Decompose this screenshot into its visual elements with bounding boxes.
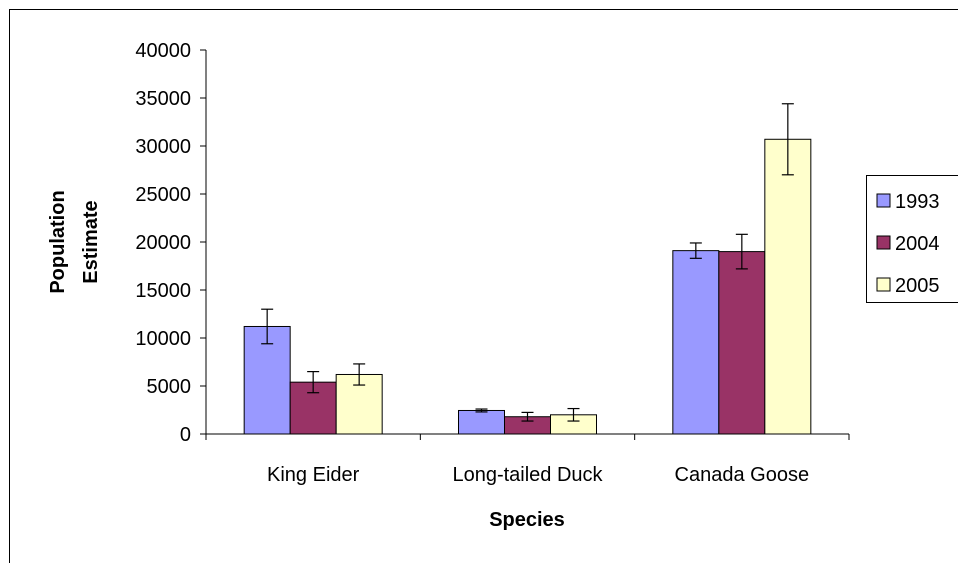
legend-label-1993: 1993 xyxy=(895,191,940,213)
y-axis-title-line-2: Estimate xyxy=(80,200,102,283)
bar-1993-canada-goose xyxy=(673,251,719,434)
x-tick-label-canada-goose: Canada Goose xyxy=(675,464,810,486)
legend-label-2005: 2005 xyxy=(895,275,940,297)
bar-1993-long-tailed-duck xyxy=(459,410,505,434)
legend-swatch-1993 xyxy=(877,194,890,207)
y-tick-label-15000: 15000 xyxy=(135,280,191,302)
y-tick-label-25000: 25000 xyxy=(135,184,191,206)
legend-label-2004: 2004 xyxy=(895,233,940,255)
y-tick-label-30000: 30000 xyxy=(135,136,191,158)
bar-2004-canada-goose xyxy=(719,252,765,434)
legend-swatch-2004 xyxy=(877,236,890,249)
bar-2005-canada-goose xyxy=(765,139,811,434)
x-tick-label-king-eider: King Eider xyxy=(267,464,360,486)
y-tick-label-5000: 5000 xyxy=(147,376,192,398)
legend: 1993 2004 2005 xyxy=(867,176,958,303)
y-axis-title-line-1: Population xyxy=(47,190,69,293)
y-tick-label-10000: 10000 xyxy=(135,328,191,350)
y-tick-label-40000: 40000 xyxy=(135,40,191,62)
y-tick-label-20000: 20000 xyxy=(135,232,191,254)
legend-swatch-2005 xyxy=(877,278,890,291)
x-tick-label-long-tailed-duck: Long-tailed Duck xyxy=(452,464,603,486)
y-tick-label-35000: 35000 xyxy=(135,88,191,110)
x-axis-title: Species xyxy=(489,509,565,531)
y-tick-label-0: 0 xyxy=(180,424,191,446)
